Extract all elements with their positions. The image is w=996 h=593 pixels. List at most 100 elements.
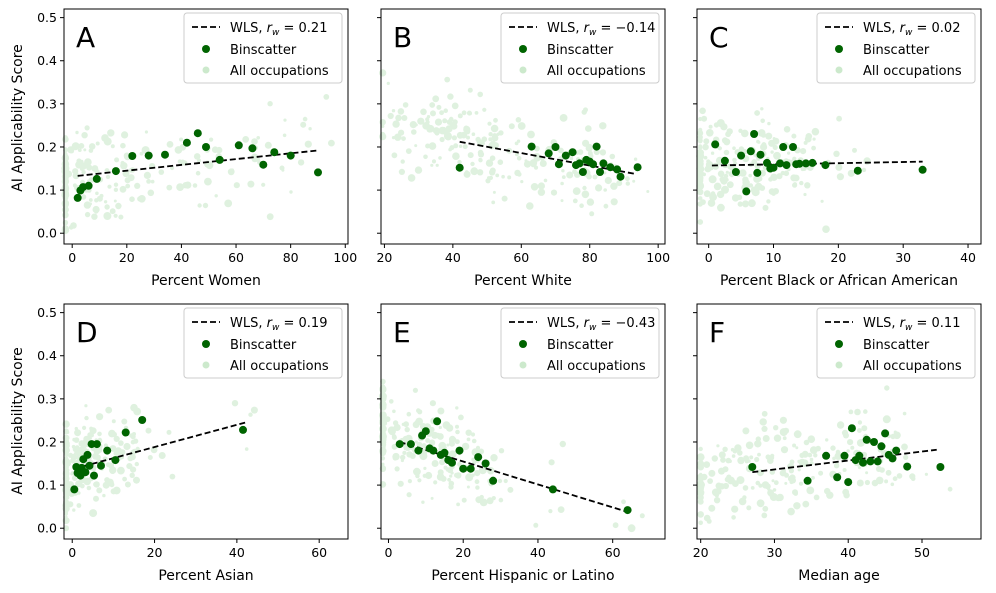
scatter-point [77, 148, 82, 153]
scatter-point [179, 137, 184, 142]
scatter-point [64, 515, 68, 519]
scatter-point [391, 136, 396, 140]
scatter-point [491, 134, 499, 142]
scatter-point [101, 134, 109, 142]
scatter-point [65, 170, 73, 178]
legend-r-subscript: w [272, 28, 280, 38]
legend-r-symbol: r [267, 316, 274, 331]
scatter-point [764, 483, 771, 490]
binscatter-point [756, 150, 765, 159]
scatter-point [836, 421, 845, 429]
scatter-point [726, 128, 733, 135]
panel-letter: C [709, 21, 729, 54]
binscatter-point [623, 506, 632, 515]
scatter-point [380, 425, 385, 430]
scatter-point [508, 123, 515, 130]
binscatter-point [606, 163, 615, 172]
scatter-point [109, 482, 115, 488]
scatter-point [772, 137, 776, 140]
scatter-point [501, 195, 508, 202]
y-tick-label: 0.5 [37, 10, 57, 25]
scatter-point [790, 174, 798, 182]
scatter-point [139, 151, 144, 156]
legend-wls-label: WLS, rw = 0.19 [230, 316, 327, 333]
binscatter-point [481, 459, 490, 468]
scatter-point [395, 114, 402, 122]
scatter-point [801, 450, 809, 458]
scatter-point [421, 443, 427, 449]
scatter-point [413, 467, 421, 476]
scatter-point [783, 126, 791, 133]
scatter-point [769, 492, 775, 498]
scatter-point [442, 445, 447, 450]
scatter-point [463, 125, 470, 132]
scatter-point [147, 189, 155, 197]
scatter-point [757, 452, 761, 457]
scatter-point [719, 176, 726, 183]
scatter-point [464, 128, 471, 135]
scatter-point [698, 169, 703, 174]
scatter-point [478, 448, 485, 455]
scatter-point [475, 496, 483, 504]
scatter-point [770, 173, 778, 181]
scatter-point [467, 152, 474, 159]
scatter-point [95, 191, 99, 196]
binscatter-point [575, 159, 584, 168]
scatter-point [466, 437, 471, 442]
legend-r-symbol: r [267, 21, 274, 36]
scatter-point [744, 459, 749, 464]
scatter-point [75, 449, 82, 456]
scatter-point [732, 157, 737, 163]
scatter-point [592, 174, 598, 180]
scatter-point [119, 185, 127, 193]
scatter-point [442, 129, 449, 136]
scatter-point [81, 170, 86, 175]
scatter-point [78, 143, 85, 149]
scatter-point [121, 418, 128, 425]
scatter-point [65, 487, 70, 493]
scatter-point [724, 177, 729, 182]
scatter-point [863, 157, 871, 165]
scatter-point [696, 482, 705, 490]
scatter-point [696, 164, 705, 173]
scatter-point [697, 488, 705, 497]
binscatter-point [90, 471, 98, 480]
scatter-point [108, 429, 116, 438]
scatter-point [95, 141, 100, 146]
panel-letter: D [76, 316, 98, 349]
scatter-point [696, 163, 704, 171]
legend-all-swatch [835, 361, 843, 369]
scatter-point [124, 481, 131, 488]
scatter-point [697, 137, 703, 144]
scatter-point [430, 163, 434, 167]
scatter-point [214, 194, 218, 198]
x-tick-label: 0 [705, 250, 713, 265]
scatter-point [447, 467, 454, 474]
x-tick-label: 60 [513, 250, 529, 265]
scatter-point [289, 190, 293, 194]
scatter-point [486, 497, 494, 505]
scatter-point [445, 125, 453, 133]
scatter-point [93, 481, 100, 488]
scatter-point [387, 426, 396, 435]
scatter-point [123, 152, 131, 159]
scatter-point [792, 489, 798, 496]
scatter-point [62, 182, 69, 190]
scatter-point [698, 188, 702, 193]
legend-r-subscript: w [905, 28, 913, 38]
scatter-point [428, 426, 435, 433]
panel-letter: A [76, 21, 95, 54]
scatter-point [109, 208, 116, 215]
scatter-point [380, 447, 386, 452]
x-tick-label: 20 [693, 545, 709, 560]
scatter-point [835, 451, 843, 460]
binscatter-point [92, 440, 101, 449]
x-axis-label: Percent Women [151, 273, 261, 289]
scatter-point [824, 487, 831, 495]
scatter-point [397, 480, 404, 487]
scatter-point [75, 480, 83, 488]
scatter-point [80, 194, 87, 200]
scatter-point [393, 423, 401, 432]
scatter-point [146, 179, 152, 184]
scatter-point [463, 170, 471, 178]
